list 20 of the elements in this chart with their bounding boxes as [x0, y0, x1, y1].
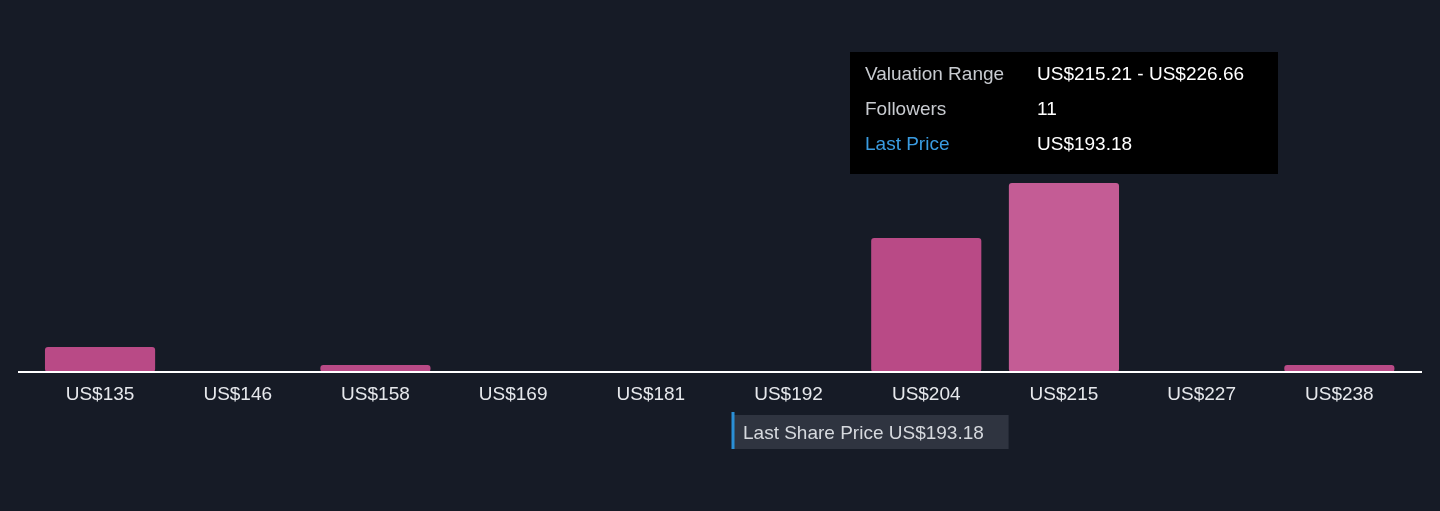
text: US$215.21 - US$226.66 [1037, 63, 1245, 84]
text: US$193.18 [1037, 133, 1133, 154]
x-tick-label: US$192 [754, 383, 823, 404]
text: Followers [865, 98, 947, 119]
bar [44, 347, 156, 372]
x-tick-label: US$135 [65, 383, 135, 404]
x-tick-label: US$215 [1029, 383, 1099, 404]
x-tick-label: US$146 [203, 383, 273, 404]
x-tick-label: US$169 [478, 383, 548, 404]
text: Valuation Range [865, 63, 1005, 84]
x-tick-label: US$158 [341, 383, 410, 404]
x-tick-label: US$181 [616, 383, 686, 404]
bar [871, 238, 982, 372]
text: Last Price [865, 133, 950, 154]
x-tick-label: US$204 [891, 383, 962, 404]
x-tick-label: US$238 [1305, 383, 1374, 404]
bar [1008, 183, 1120, 372]
text: 11 [1037, 98, 1057, 119]
text: Last Share Price US$193.18 [743, 422, 984, 443]
x-tick-label: US$227 [1167, 383, 1236, 404]
